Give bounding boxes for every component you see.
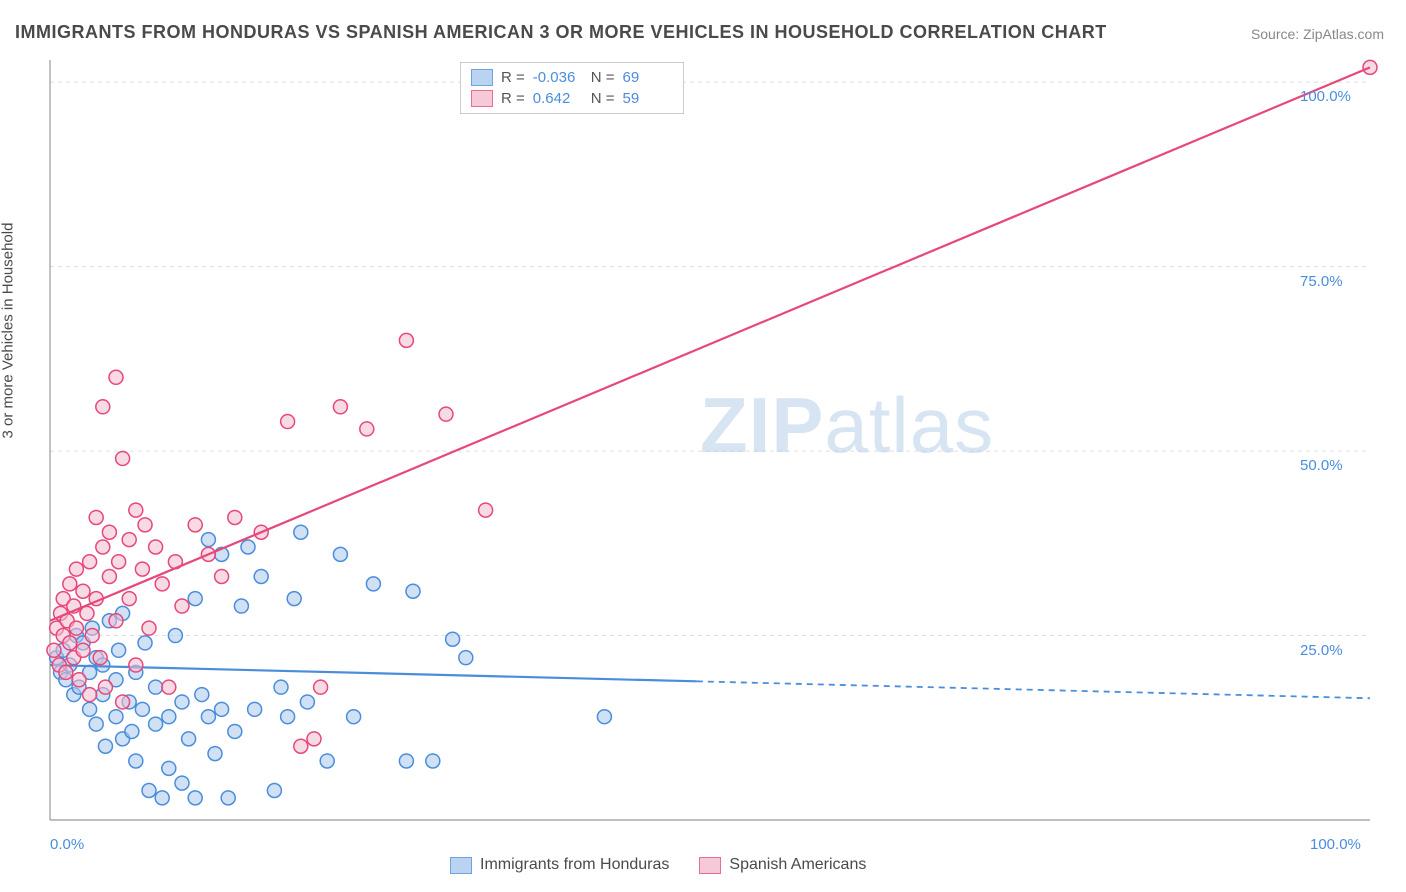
y-tick-label: 75.0%	[1300, 273, 1343, 290]
swatch-spanish	[471, 90, 493, 107]
r-value-honduras: -0.036	[533, 69, 583, 86]
y-tick-label: 25.0%	[1300, 642, 1343, 659]
y-tick-label: 50.0%	[1300, 457, 1343, 474]
x-tick-label: 100.0%	[1310, 836, 1361, 853]
n-value-spanish: 59	[623, 90, 673, 107]
n-label: N =	[591, 90, 615, 107]
y-tick-label: 100.0%	[1300, 88, 1351, 105]
legend-label-honduras: Immigrants from Honduras	[480, 856, 669, 874]
swatch-spanish	[699, 857, 721, 874]
stats-row-spanish: R = 0.642 N = 59	[471, 88, 673, 109]
n-label: N =	[591, 69, 615, 86]
legend-item-spanish: Spanish Americans	[699, 856, 866, 874]
correlation-chart	[0, 0, 1406, 892]
r-label: R =	[501, 90, 525, 107]
legend-item-honduras: Immigrants from Honduras	[450, 856, 669, 874]
swatch-honduras	[450, 857, 472, 874]
legend-label-spanish: Spanish Americans	[729, 856, 866, 874]
swatch-honduras	[471, 69, 493, 86]
x-tick-label: 0.0%	[50, 836, 84, 853]
series-legend: Immigrants from Honduras Spanish America…	[450, 856, 866, 874]
r-value-spanish: 0.642	[533, 90, 583, 107]
stats-row-honduras: R = -0.036 N = 69	[471, 67, 673, 88]
n-value-honduras: 69	[623, 69, 673, 86]
stats-legend: R = -0.036 N = 69 R = 0.642 N = 59	[460, 62, 684, 114]
r-label: R =	[501, 69, 525, 86]
